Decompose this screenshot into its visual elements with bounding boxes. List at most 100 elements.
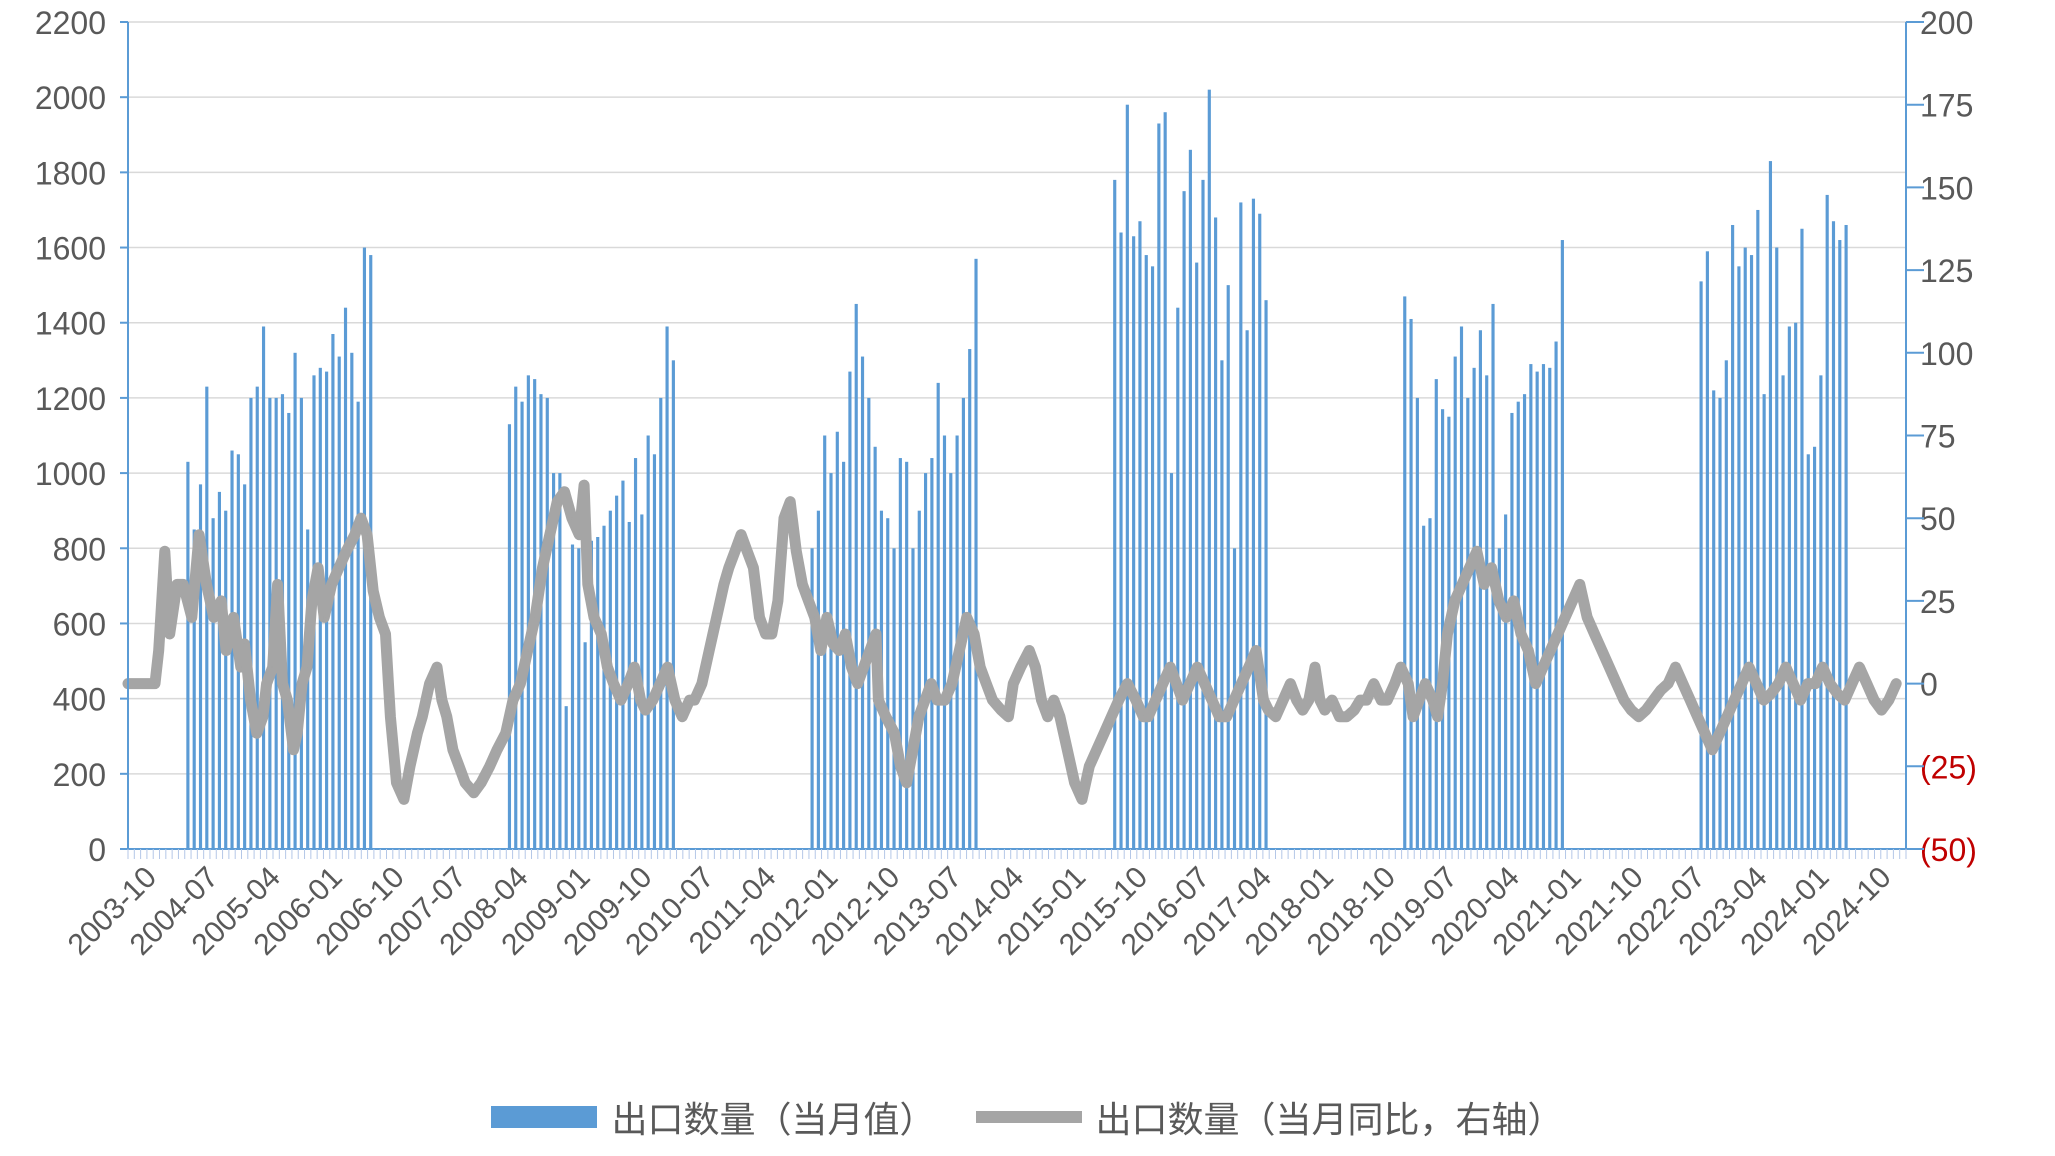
- line-point: [1380, 699, 1383, 702]
- line-point: [402, 798, 405, 801]
- line-point: [1318, 699, 1321, 702]
- line-point: [389, 715, 392, 718]
- line-point: [1073, 781, 1076, 784]
- bar: [299, 397, 303, 849]
- line-point: [619, 699, 622, 702]
- bar: [1409, 318, 1413, 850]
- bar: [1522, 394, 1527, 849]
- line-point: [464, 781, 467, 784]
- line-point: [776, 599, 779, 602]
- bar: [1434, 379, 1438, 849]
- line-point: [1095, 748, 1098, 751]
- bar: [1169, 473, 1174, 849]
- line-point: [1586, 616, 1589, 619]
- bar: [633, 458, 638, 849]
- bar: [898, 458, 902, 849]
- line-point: [1593, 632, 1596, 635]
- line-point: [715, 616, 718, 619]
- bar: [854, 303, 858, 849]
- line-point: [644, 709, 647, 712]
- bar: [1144, 255, 1148, 850]
- line-point: [519, 682, 522, 685]
- line-point: [746, 550, 749, 553]
- line-point: [1126, 682, 1129, 685]
- line-point: [666, 666, 669, 669]
- line-point: [758, 616, 761, 619]
- bar: [1756, 209, 1760, 850]
- line-point: [850, 666, 853, 669]
- bar: [1201, 179, 1205, 849]
- line-point: [1441, 682, 1444, 685]
- line-point: [239, 666, 242, 669]
- bar: [1749, 255, 1754, 850]
- bar: [1510, 412, 1514, 849]
- line-point: [1505, 616, 1508, 619]
- line-point: [740, 533, 743, 536]
- line-point: [243, 642, 246, 645]
- y-right-tick-label: 125: [1920, 253, 1973, 289]
- y-left-tick-label: 200: [53, 757, 106, 793]
- bar: [621, 480, 625, 849]
- line-point: [1564, 616, 1567, 619]
- line-point: [1799, 699, 1802, 702]
- bar: [545, 397, 549, 849]
- line-point: [700, 682, 703, 685]
- line-point: [1181, 699, 1184, 702]
- bar: [287, 412, 291, 849]
- line-point: [1711, 748, 1714, 751]
- line-point: [764, 632, 767, 635]
- line-point: [600, 632, 603, 635]
- line-point: [965, 616, 968, 619]
- bar: [596, 536, 600, 849]
- bar: [1838, 240, 1842, 849]
- line-point: [819, 649, 822, 652]
- line-point: [1147, 715, 1150, 718]
- line-point: [281, 682, 284, 685]
- line-point: [182, 583, 185, 586]
- line-point: [951, 682, 954, 685]
- bar: [671, 360, 675, 849]
- line-point: [323, 616, 326, 619]
- line-point: [1740, 682, 1743, 685]
- line-point: [163, 550, 166, 553]
- bar: [810, 548, 814, 849]
- bar: [192, 529, 196, 849]
- line-point: [1475, 550, 1478, 553]
- bar: [1251, 198, 1256, 850]
- bar: [942, 435, 947, 849]
- bar: [1497, 548, 1501, 849]
- bar: [1529, 364, 1533, 849]
- bar: [1724, 360, 1728, 849]
- bar: [1535, 371, 1539, 849]
- line-point: [1255, 649, 1258, 652]
- bar: [646, 435, 650, 849]
- line-point: [428, 682, 431, 685]
- line-point: [1755, 682, 1758, 685]
- line-point: [1103, 732, 1106, 735]
- bar: [1226, 285, 1230, 849]
- bar: [1132, 236, 1136, 849]
- line-point: [1188, 682, 1191, 685]
- y-right-tick-label: 75: [1920, 419, 1956, 455]
- bar: [1415, 397, 1419, 849]
- line-point: [271, 666, 274, 669]
- line-point: [1667, 682, 1670, 685]
- line-point: [1313, 666, 1316, 669]
- line-point: [832, 642, 835, 645]
- line-point: [225, 649, 228, 652]
- line-point: [1359, 699, 1362, 702]
- line-point: [488, 765, 491, 768]
- bar: [1819, 375, 1823, 849]
- line-point: [862, 666, 865, 669]
- bar: [261, 326, 266, 850]
- bar: [1176, 307, 1180, 849]
- line-point: [366, 533, 369, 536]
- y-right-tick-label: (25): [1920, 749, 1977, 785]
- line-point: [1399, 666, 1402, 669]
- line-point: [770, 632, 773, 635]
- bar: [892, 548, 896, 849]
- line-point: [436, 666, 439, 669]
- bar: [848, 371, 852, 849]
- line-point: [1770, 692, 1773, 695]
